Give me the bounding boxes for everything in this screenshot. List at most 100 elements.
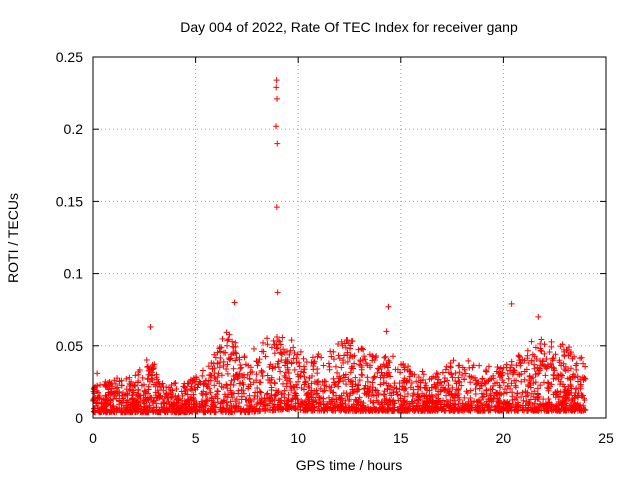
data-point <box>480 391 487 398</box>
data-point <box>542 372 549 379</box>
data-point <box>291 366 298 373</box>
data-point <box>531 365 538 372</box>
y-tick-label: 0.1 <box>64 266 84 282</box>
data-point <box>541 350 548 357</box>
data-point <box>273 387 280 394</box>
data-point <box>189 377 196 384</box>
data-point <box>172 379 179 386</box>
data-point <box>540 402 547 409</box>
data-point <box>379 363 386 370</box>
data-point <box>541 407 548 414</box>
data-point <box>552 375 559 382</box>
x-tick-label: 25 <box>598 430 614 446</box>
data-point <box>370 392 377 399</box>
data-point <box>239 379 246 386</box>
data-point <box>548 343 555 350</box>
data-point <box>107 397 114 404</box>
data-point <box>231 376 238 383</box>
data-point <box>509 389 516 396</box>
data-point <box>483 367 490 374</box>
data-point <box>444 398 451 405</box>
data-point <box>296 359 303 366</box>
data-point <box>251 395 258 402</box>
data-point <box>532 371 539 378</box>
data-point <box>127 403 134 410</box>
data-point <box>518 393 525 400</box>
data-point <box>451 394 458 401</box>
data-point <box>549 355 556 362</box>
data-point <box>528 357 535 364</box>
data-point <box>390 389 397 396</box>
data-point <box>410 386 417 393</box>
data-point <box>338 338 345 345</box>
data-point <box>202 377 209 384</box>
data-point <box>345 376 352 383</box>
data-point <box>137 392 144 399</box>
data-point <box>139 374 146 381</box>
data-point <box>190 391 197 398</box>
data-point <box>296 363 303 370</box>
data-point <box>489 386 496 393</box>
data-point <box>210 398 217 405</box>
data-point <box>466 364 473 371</box>
data-point <box>328 353 335 360</box>
data-point <box>153 404 160 411</box>
data-point <box>293 355 300 362</box>
data-point <box>496 374 503 381</box>
data-point <box>224 361 231 368</box>
data-point <box>535 407 542 414</box>
data-point <box>279 380 286 387</box>
data-point <box>144 390 151 397</box>
data-point <box>203 390 210 397</box>
data-point <box>145 383 152 390</box>
data-point <box>227 398 234 405</box>
data-point <box>316 394 323 401</box>
outlier-point <box>508 300 515 307</box>
data-point <box>91 405 98 412</box>
outlier-point <box>274 289 281 296</box>
data-point <box>124 407 131 414</box>
data-point <box>118 382 125 389</box>
y-tick-label: 0.25 <box>56 49 83 65</box>
data-point <box>330 375 337 382</box>
data-point <box>232 349 239 356</box>
data-point <box>132 406 139 413</box>
data-point <box>246 375 253 382</box>
outlier-point <box>273 204 280 211</box>
data-point <box>441 378 448 385</box>
data-point <box>533 356 540 363</box>
data-point <box>564 375 571 382</box>
data-point <box>247 369 254 376</box>
data-point <box>119 399 126 406</box>
data-point <box>357 402 364 409</box>
data-point <box>381 395 388 402</box>
data-point <box>343 381 350 388</box>
data-point <box>224 342 231 349</box>
data-point <box>520 404 527 411</box>
data-point <box>465 357 472 364</box>
data-point <box>267 361 274 368</box>
data-point <box>382 353 389 360</box>
data-point <box>513 362 520 369</box>
data-point <box>159 380 166 387</box>
outlier-point <box>273 77 280 84</box>
outlier-point <box>385 303 392 310</box>
data-point <box>314 370 321 377</box>
data-point <box>385 407 392 414</box>
data-point <box>237 405 244 412</box>
data-point <box>264 395 271 402</box>
data-point <box>232 357 239 364</box>
data-point <box>211 374 218 381</box>
data-point <box>272 364 279 371</box>
data-point <box>276 338 283 345</box>
data-point <box>254 399 261 406</box>
data-point <box>218 372 225 379</box>
data-point <box>450 357 457 364</box>
data-point <box>199 367 206 374</box>
y-axis-ticks: 0 0.05 0.1 0.15 0.2 0.25 <box>56 49 606 426</box>
data-point <box>219 335 226 342</box>
data-point <box>369 352 376 359</box>
data-point <box>373 397 380 404</box>
data-point <box>214 388 221 395</box>
data-point <box>349 338 356 345</box>
